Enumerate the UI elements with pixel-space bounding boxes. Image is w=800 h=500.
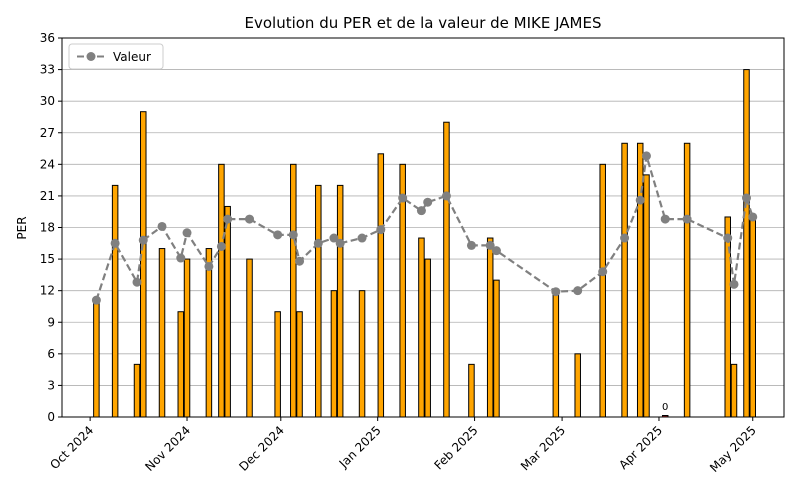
per-bar: [599, 163, 606, 418]
per-bar: [246, 258, 253, 418]
valeur-point: [273, 230, 283, 240]
valeur-point: [223, 214, 233, 224]
per-bar: [183, 258, 191, 418]
per-bar: [377, 153, 385, 418]
valeur-point: [357, 233, 367, 243]
per-bar: [749, 216, 756, 418]
y-tick-label: 6: [47, 347, 55, 361]
y-axis-label: PER: [15, 216, 29, 239]
valeur-point: [110, 238, 120, 248]
y-tick-label: 3: [47, 378, 55, 392]
per-bar: [218, 163, 225, 418]
valeur-point: [635, 195, 645, 205]
valeur-point: [491, 246, 501, 256]
valeur-point: [741, 193, 751, 203]
per-bar: [493, 279, 500, 418]
valeur-point: [620, 233, 630, 243]
per-bar: [643, 174, 650, 418]
y-tick-label: 18: [40, 221, 55, 235]
valeur-point: [660, 214, 670, 224]
y-tick-label: 12: [40, 284, 55, 298]
per-bar: [468, 363, 475, 418]
per-bar: [552, 290, 560, 418]
valeur-point: [216, 241, 226, 251]
valeur-point: [176, 253, 186, 263]
per-bar: [224, 205, 231, 418]
per-bar: [683, 142, 691, 418]
legend-label-valeur: Valeur: [113, 50, 151, 64]
valeur-point: [551, 287, 561, 297]
y-tick-label: 9: [47, 315, 55, 329]
bar-data-labels: 0: [662, 402, 668, 413]
per-bar: [158, 248, 166, 418]
per-bar: [111, 184, 119, 418]
valeur-point: [245, 214, 255, 224]
per-bar: [636, 142, 644, 418]
valeur-point: [157, 221, 167, 231]
valeur-point: [729, 279, 739, 289]
per-bar: [621, 142, 628, 418]
valeur-point: [132, 277, 142, 287]
per-bar: [177, 311, 185, 418]
valeur-point: [723, 233, 733, 243]
per-bar: [730, 363, 738, 418]
valeur-point: [598, 267, 608, 277]
valeur-point: [398, 193, 408, 203]
y-tick-label: 21: [40, 189, 55, 203]
valeur-point: [376, 225, 386, 235]
y-tick-label: 36: [40, 31, 55, 45]
bar-value-label: 0: [662, 402, 668, 413]
y-tick-label: 30: [40, 94, 55, 108]
valeur-point: [313, 238, 323, 248]
valeur-point: [288, 230, 298, 240]
per-bar: [290, 163, 297, 418]
valeur-point: [441, 191, 451, 201]
y-tick-label: 27: [40, 126, 55, 140]
y-tick-label: 0: [47, 410, 55, 424]
valeur-line-series: [91, 151, 758, 305]
valeur-point: [295, 256, 305, 266]
per-bar: [574, 353, 581, 418]
legend-marker: [86, 52, 96, 61]
valeur-point: [682, 214, 692, 224]
y-tick-label: 33: [40, 63, 55, 77]
valeur-point: [748, 212, 758, 222]
per-bar: [358, 290, 366, 418]
per-bar: [443, 121, 450, 418]
per-bars: [93, 69, 756, 418]
per-bar: [743, 69, 750, 418]
y-tick-label: 15: [40, 252, 55, 266]
valeur-point: [335, 238, 345, 248]
valeur-point: [182, 228, 192, 238]
y-tick-label: 24: [40, 157, 55, 171]
per-bar: [274, 311, 281, 418]
valeur-point: [91, 295, 101, 305]
valeur-point: [573, 286, 583, 296]
valeur-point: [204, 261, 214, 271]
valeur-point: [485, 240, 495, 250]
valeur-point: [466, 240, 476, 250]
per-bar: [205, 248, 213, 418]
legend-box: [68, 43, 164, 70]
valeur-point: [423, 197, 433, 207]
per-bar: [330, 290, 338, 418]
valeur-point: [641, 151, 651, 161]
valeur-point: [416, 206, 426, 216]
chart-title: Evolution du PER et de la valeur de MIKE…: [245, 14, 602, 32]
per-bar: [486, 237, 494, 418]
per-bar: [93, 300, 100, 418]
valeur-point: [138, 235, 148, 245]
per-bar: [315, 184, 322, 418]
per-bar: [140, 111, 147, 418]
per-bar: [424, 258, 431, 418]
per-bar: [418, 237, 425, 418]
per-bar: [296, 311, 303, 418]
per-bar: [133, 363, 141, 418]
legend[interactable]: Valeur: [68, 43, 164, 70]
per-bar: [336, 184, 344, 418]
valeur-point: [329, 233, 339, 243]
